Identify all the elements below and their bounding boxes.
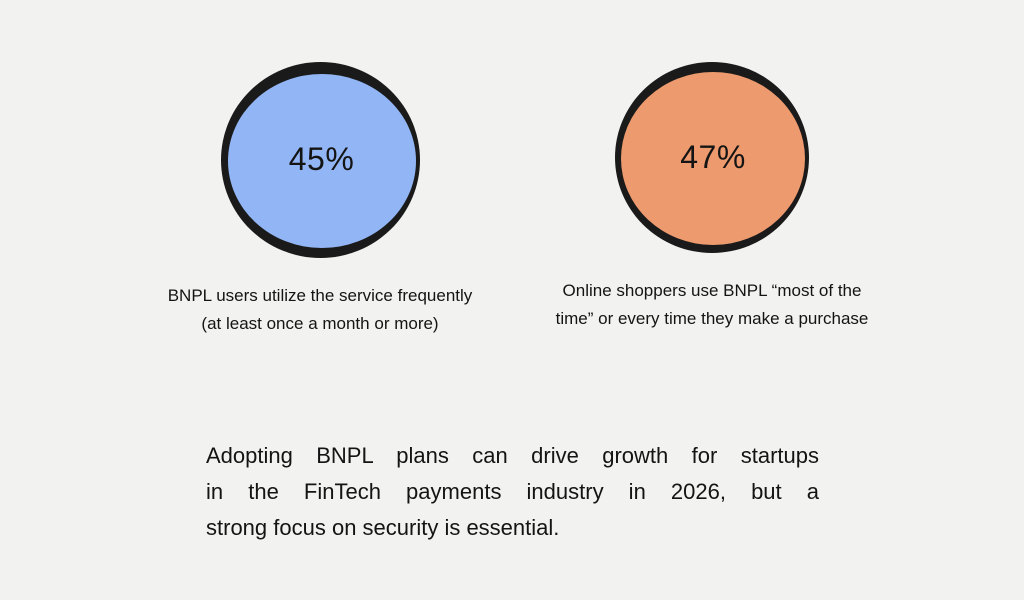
stat-badge-ring-2: 47% <box>615 62 809 253</box>
stat-value-1: 45% <box>288 141 355 177</box>
stat-value-2: 47% <box>680 138 746 175</box>
stat-badge-fill-2: 47% <box>621 72 805 245</box>
stat-badge-ring-1: 45% <box>220 62 420 258</box>
takeaway-line-1: Adopting BNPL plans can drive growth for… <box>206 443 819 468</box>
stat-circles-row: 45% BNPL users utilize the service frequ… <box>140 0 892 338</box>
stat-caption-2-line-3: make a purchase <box>737 309 869 328</box>
stat-caption-1-line-3: or more) <box>374 314 439 333</box>
takeaway-line-3: strong focus on security is essential. <box>206 515 560 540</box>
takeaway-line-2: in the FinTech payments industry in 2026… <box>206 479 819 504</box>
stat-caption-1-line-2: frequently (at least once a month <box>201 286 473 333</box>
stat-caption-2: Online shoppers use BNPL “most of the ti… <box>547 277 877 333</box>
stat-badge-fill-1: 45% <box>227 74 416 248</box>
stat-block-bnpl-frequency: 45% BNPL users utilize the service frequ… <box>140 0 500 338</box>
stat-caption-1-line-1: BNPL users utilize the service <box>167 286 393 305</box>
stat-block-bnpl-online-shoppers: 47% Online shoppers use BNPL “most of th… <box>532 0 892 333</box>
takeaway-paragraph: Adopting BNPL plans can drive growth for… <box>206 438 819 546</box>
stat-caption-2-line-1: Online shoppers use BNPL “most <box>562 281 815 300</box>
stat-caption-1: BNPL users utilize the service frequentl… <box>160 282 480 338</box>
stat-caption-2-line-2: of the time” or every time they <box>555 281 862 328</box>
